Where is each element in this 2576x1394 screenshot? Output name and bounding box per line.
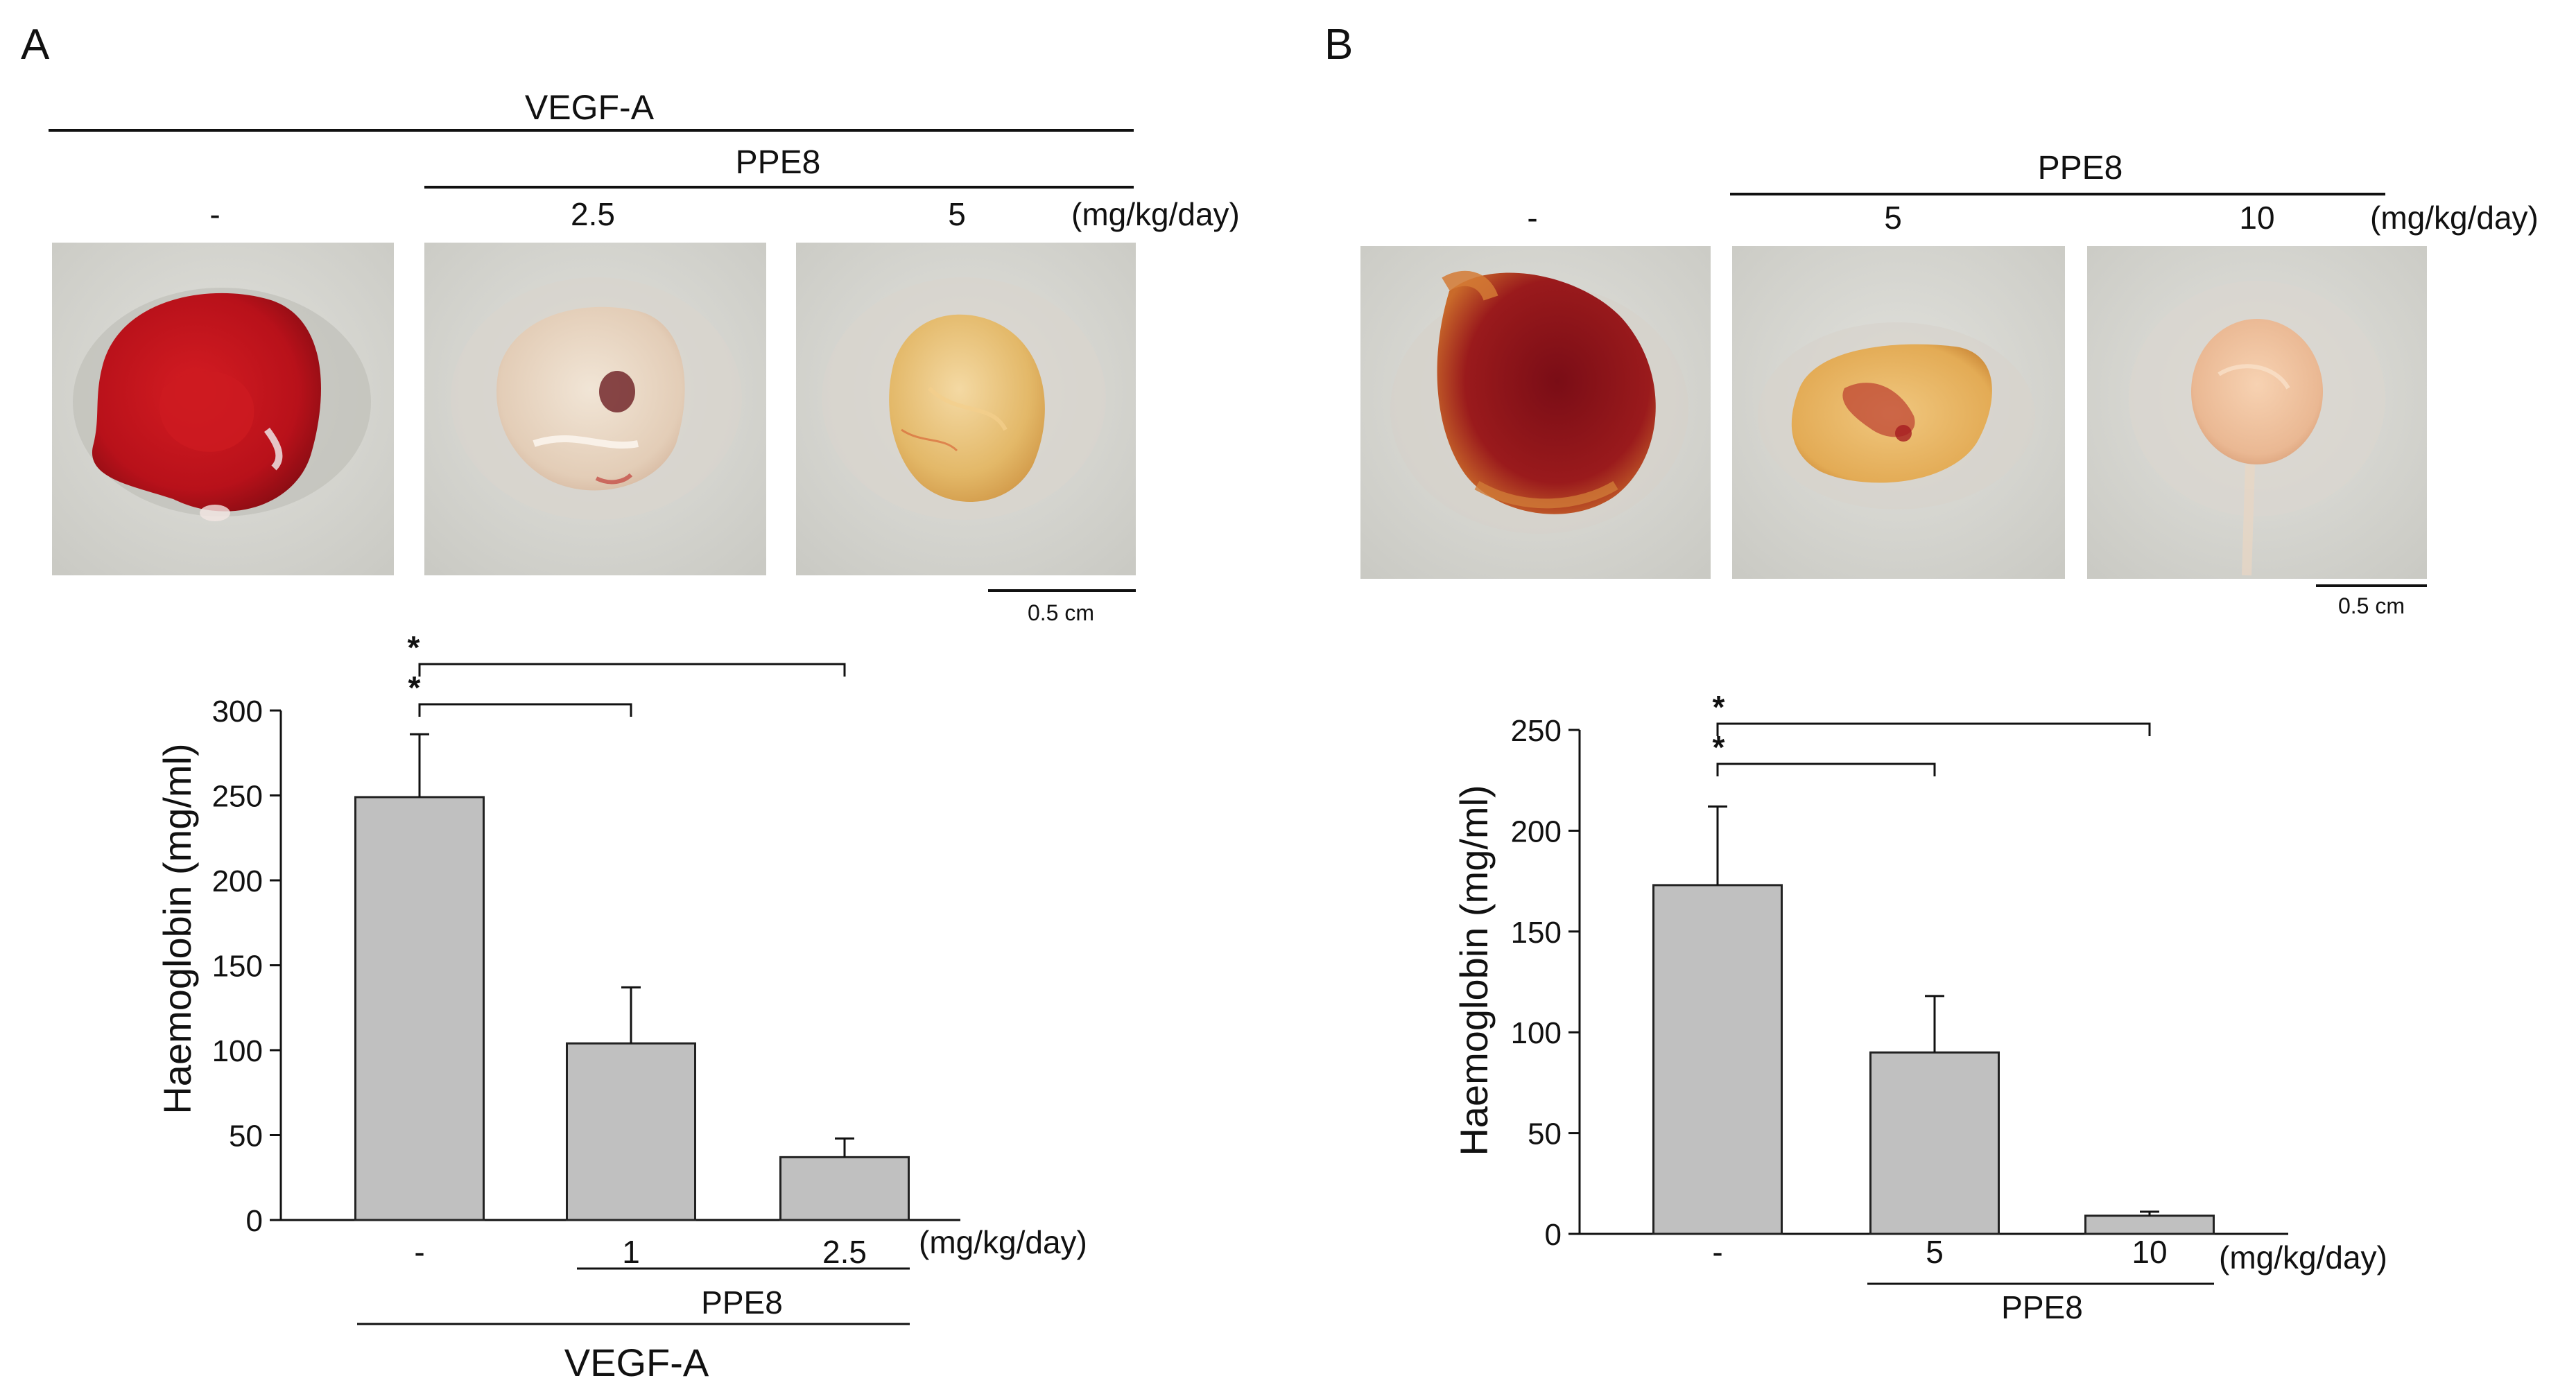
chart-b-bar-1: [1869, 1051, 2000, 1235]
chart-a-category-label-2: 2.5: [822, 1234, 867, 1270]
chart-b-sig-bracket-1: [1716, 722, 2151, 736]
chart-a-unit: (mg/kg/day): [919, 1224, 1087, 1260]
chart-a-sig-bracket-1: [418, 663, 846, 677]
panel-b-ppe8-title: PPE8: [2038, 150, 2123, 186]
panel-b-label: B: [1324, 21, 1353, 69]
panel-a-scale-label: 0.5 cm: [1028, 600, 1094, 625]
chart-a-sig-star-0: *: [408, 670, 421, 706]
panel-b: B PPE8 - 5 10 (mg/kg/day): [1324, 21, 2539, 1325]
chart-a-ytick-label-100: 100: [212, 1034, 263, 1068]
chart-b-ytick-label-150: 150: [1511, 916, 1562, 950]
chart-a-ytick-label-0: 0: [246, 1204, 263, 1238]
panel-a-unit: (mg/kg/day): [1071, 196, 1240, 232]
chart-b-ytick-label-50: 50: [1528, 1117, 1562, 1151]
chart-b-ytick-label-0: 0: [1545, 1218, 1562, 1252]
chart-b-bar-0: [1652, 884, 1783, 1235]
chart-a-ytick-label-200: 200: [212, 864, 263, 898]
chart-a-ppe8-label: PPE8: [701, 1284, 783, 1321]
chart-a-sig-bracket-0: [418, 703, 632, 717]
panel-b-unit: (mg/kg/day): [2370, 200, 2539, 236]
chart-b-ppe8-label: PPE8: [2001, 1289, 2083, 1325]
panel-a-photo-ppe8-5: [796, 243, 1136, 575]
chart-b-ytick-label-250: 250: [1511, 714, 1562, 748]
panel-b-photo-ppe8-5: [1732, 246, 2065, 579]
chart-a-category-label-1: 1: [622, 1234, 640, 1270]
chart-b-unit: (mg/kg/day): [2219, 1239, 2387, 1275]
panel-b-scale-label: 0.5 cm: [2338, 593, 2405, 618]
panel-a-ppe8-title: PPE8: [736, 144, 821, 181]
chart-a-category-label-0: -: [414, 1234, 424, 1270]
chart-a-ytick-label-300: 300: [212, 695, 263, 729]
chart-b: Haemoglobin (mg/ml) (mg/kg/day) PPE8 0 50…: [1452, 689, 2387, 1325]
chart-a: Haemoglobin (mg/ml) (mg/kg/day) PPE8 VEG…: [155, 629, 1087, 1384]
chart-a-ytick-label-250: 250: [212, 780, 263, 814]
chart-b-sig-star-1: *: [1713, 689, 1725, 725]
panel-b-dose-1: 5: [1884, 200, 1902, 236]
chart-a-ytick-label-150: 150: [212, 950, 263, 984]
chart-a-ytick-label-50: 50: [229, 1119, 263, 1153]
panel-a-vegf-title: VEGF-A: [525, 88, 655, 127]
panel-b-photo-ppe8-10: [2087, 246, 2427, 579]
chart-b-ytick-label-200: 200: [1511, 814, 1562, 848]
chart-a-sig-star-1: *: [408, 629, 420, 665]
panel-a-photo-vegf-control: [52, 243, 394, 575]
panel-a-label: A: [21, 21, 50, 69]
chart-b-ytick-label-100: 100: [1511, 1016, 1562, 1050]
panel-a-dose-0: -: [209, 196, 220, 232]
chart-a-bar-2: [779, 1156, 910, 1221]
chart-b-bar-2: [2084, 1214, 2215, 1235]
chart-b-category-label-0: -: [1712, 1234, 1722, 1270]
panel-a-photo-ppe8-2.5: [424, 243, 766, 575]
chart-b-ylabel: Haemoglobin (mg/ml): [1452, 785, 1496, 1156]
chart-b-category-label-2: 10: [2132, 1234, 2167, 1270]
panel-b-photo-control: [1360, 246, 1711, 579]
panel-b-dose-2: 10: [2239, 200, 2274, 236]
panel-a-dose-1: 2.5: [571, 196, 615, 232]
chart-a-vegf-label: VEGF-A: [564, 1341, 709, 1384]
panel-a: A VEGF-A PPE8 - 2.5 5 (mg/kg/day): [21, 21, 1240, 1384]
chart-b-sig-star-0: *: [1713, 729, 1725, 765]
chart-b-sig-bracket-0: [1716, 763, 1936, 776]
panel-a-dose-2: 5: [948, 196, 966, 232]
chart-b-category-label-1: 5: [1926, 1234, 1944, 1270]
panel-b-dose-0: -: [1527, 200, 1537, 236]
chart-a-ylabel: Haemoglobin (mg/ml): [155, 743, 199, 1114]
chart-a-bar-0: [354, 796, 485, 1221]
chart-a-bar-1: [566, 1042, 696, 1221]
